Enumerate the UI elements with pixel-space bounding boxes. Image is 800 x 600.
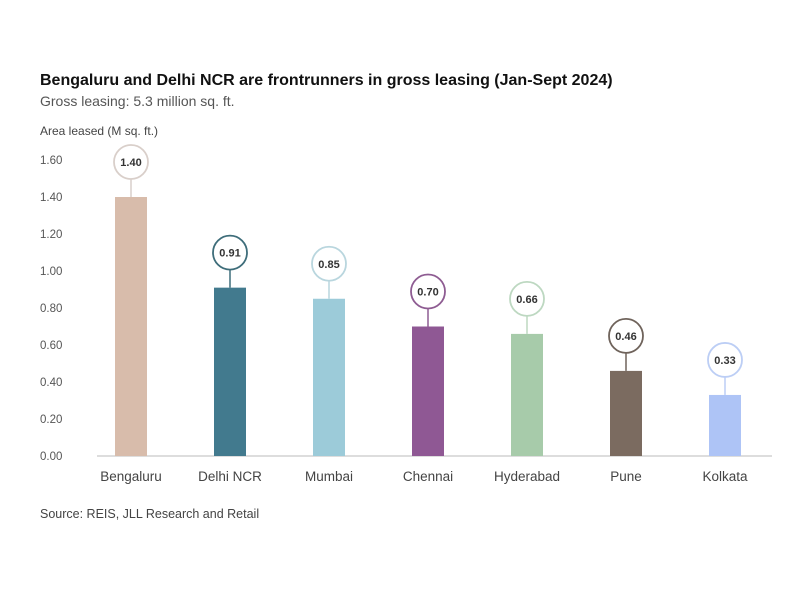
- x-tick-label: Delhi NCR: [198, 469, 262, 484]
- y-tick-label: 1.40: [40, 192, 62, 204]
- x-tick-label: Hyderabad: [494, 469, 560, 484]
- data-label-ring: [608, 317, 644, 354]
- data-label: 0.33: [714, 355, 735, 367]
- data-label-ring: [707, 342, 743, 378]
- chart-subtitle: Gross leasing: 5.3 million sq. ft.: [40, 93, 235, 109]
- y-tick-label: 1.20: [40, 229, 62, 241]
- bar-hyderabad: [511, 333, 543, 456]
- data-label: 0.66: [516, 294, 537, 306]
- bar-mumbai: [313, 298, 345, 456]
- y-axis-label: Area leased (M sq. ft.): [40, 124, 159, 138]
- bar-chennai: [412, 326, 444, 456]
- chart-title: Bengaluru and Delhi NCR are frontrunners…: [40, 72, 613, 89]
- bar-bengaluru: [115, 197, 147, 456]
- data-label: 0.46: [615, 331, 636, 343]
- y-tick-label: 0.00: [40, 451, 62, 463]
- x-tick-label: Pune: [610, 469, 642, 484]
- x-tick-label: Bengaluru: [100, 469, 162, 484]
- data-label: 1.40: [120, 157, 141, 169]
- bar-delhi-ncr: [214, 287, 246, 456]
- y-tick-label: 0.40: [40, 377, 62, 389]
- data-label: 0.91: [219, 248, 240, 260]
- bar-kolkata: [709, 394, 741, 456]
- x-tick-label: Chennai: [403, 469, 453, 484]
- data-label-ring: [509, 280, 545, 317]
- x-tick-label: Kolkata: [702, 469, 748, 484]
- data-label-ring: [212, 234, 248, 271]
- x-tick-label: Mumbai: [305, 469, 353, 484]
- y-tick-label: 0.20: [40, 414, 62, 426]
- data-label-ring: [113, 144, 149, 180]
- data-label: 0.70: [417, 287, 438, 299]
- data-label-ring: [410, 273, 446, 310]
- data-label-ring: [311, 245, 347, 282]
- y-tick-label: 1.00: [40, 266, 62, 278]
- bar-pune: [610, 370, 642, 456]
- y-tick-label: 1.60: [40, 155, 62, 167]
- y-tick-label: 0.80: [40, 303, 62, 315]
- y-tick-label: 0.60: [40, 340, 62, 352]
- data-label: 0.85: [318, 259, 339, 271]
- source-note: Source: REIS, JLL Research and Retail: [40, 507, 260, 521]
